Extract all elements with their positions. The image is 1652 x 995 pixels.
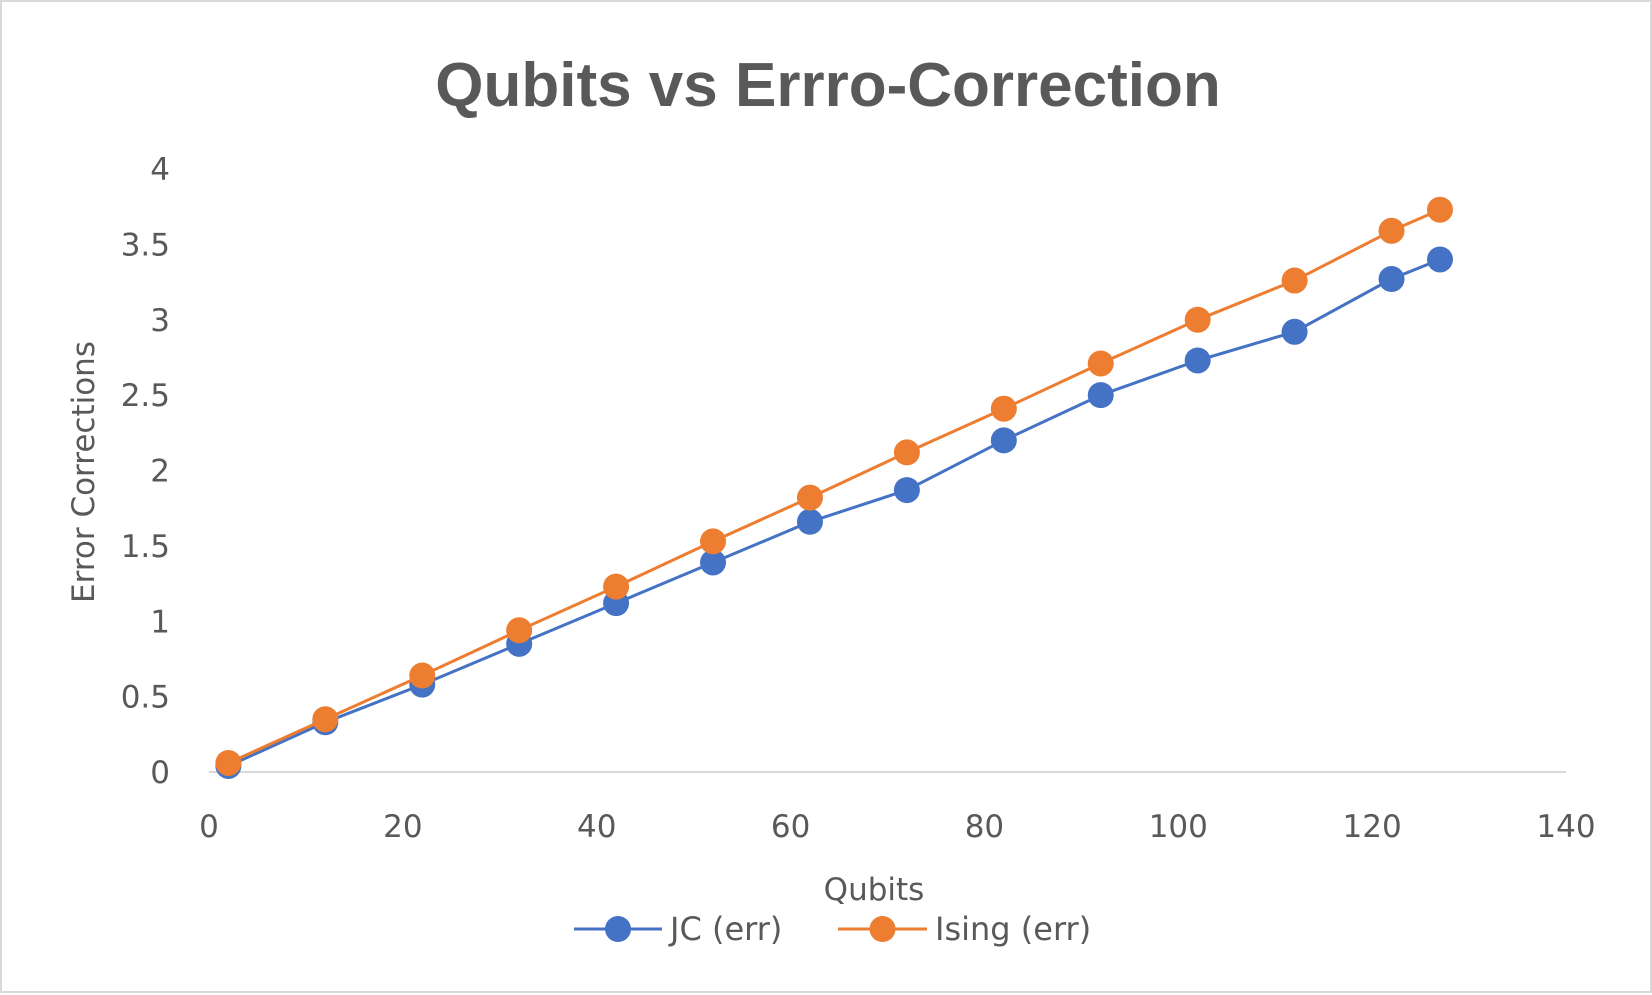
y-tick-label: 4: [150, 152, 170, 188]
legend-item: Ising (err): [838, 910, 1091, 948]
series-layer: [215, 196, 1453, 779]
x-tick-label: 0: [199, 809, 219, 845]
x-tick-label: 20: [383, 809, 422, 845]
series-jc: [215, 246, 1453, 779]
data-point: [1426, 196, 1453, 223]
legend-item: JC (err): [574, 910, 782, 948]
data-point: [1184, 347, 1211, 374]
chart-title: Qubits vs Errro-Correction: [435, 51, 1220, 120]
series-line: [227, 208, 1441, 765]
data-point: [1378, 266, 1405, 293]
data-point: [1281, 318, 1308, 345]
y-tick-label: 3: [150, 303, 170, 339]
data-point: [506, 617, 533, 644]
y-tick-label: 2: [150, 454, 170, 490]
legend: JC (err) Ising (err): [574, 910, 1091, 948]
y-tick-label: 1: [150, 604, 170, 640]
x-tick-label: 40: [577, 809, 616, 845]
data-point: [990, 427, 1017, 454]
data-point: [893, 439, 920, 466]
y-tick-label: 1.5: [121, 529, 170, 565]
data-point: [700, 528, 727, 555]
legend-marker: [605, 916, 631, 942]
data-point: [990, 395, 1017, 422]
x-tick-label: 100: [1149, 809, 1208, 845]
data-point: [1184, 306, 1211, 333]
data-point: [1281, 267, 1308, 294]
data-point: [1378, 217, 1405, 244]
data-point: [215, 749, 242, 776]
y-tick-label: 0: [150, 755, 170, 791]
y-tick-label: 3.5: [121, 227, 170, 263]
data-point: [312, 706, 339, 733]
data-point: [796, 484, 823, 511]
series-line: [227, 258, 1441, 768]
data-point: [1087, 350, 1114, 377]
x-axis-tick-labels: 0 20 40 60 80 100 120 140: [199, 809, 1595, 845]
x-tick-label: 120: [1343, 809, 1402, 845]
data-point: [1087, 382, 1114, 409]
x-tick-label: 60: [771, 809, 810, 845]
x-tick-label: 140: [1536, 809, 1595, 845]
data-point: [1426, 246, 1453, 273]
x-axis-title: Qubits: [824, 872, 925, 908]
data-point: [796, 508, 823, 535]
data-point: [700, 549, 727, 576]
y-axis-title: Error Corrections: [66, 341, 102, 603]
y-axis-tick-labels: 0 0.5 1 1.5 2 2.5 3 3.5 4: [121, 152, 170, 791]
legend-label: JC (err): [668, 910, 782, 948]
y-tick-label: 0.5: [121, 680, 170, 716]
y-tick-label: 2.5: [121, 378, 170, 414]
x-tick-label: 80: [965, 809, 1004, 845]
legend-label: Ising (err): [935, 910, 1091, 948]
series-ising: [215, 196, 1453, 776]
data-point: [893, 477, 920, 504]
legend-marker: [869, 916, 896, 942]
data-point: [409, 662, 436, 689]
data-point: [603, 573, 630, 600]
